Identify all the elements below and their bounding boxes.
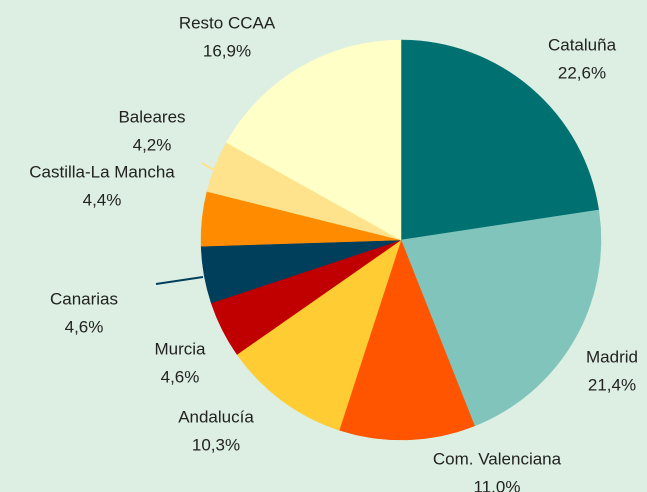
- slice-value: 4,2%: [133, 135, 172, 154]
- leader-line: [155, 276, 204, 285]
- pie-slice: [338, 239, 475, 441]
- pie-slice: [400, 209, 602, 427]
- pie-slice: [236, 239, 402, 431]
- slice-label: Murcia: [154, 339, 206, 358]
- slice-value: 10,3%: [192, 435, 240, 454]
- pie-slice: [400, 39, 600, 241]
- slice-label: Andalucía: [178, 407, 254, 426]
- slice-value: 4,6%: [161, 367, 200, 386]
- slice-label: Canarias: [50, 289, 118, 308]
- pie-slice: [226, 39, 402, 241]
- slice-label: Madrid: [586, 347, 638, 366]
- slice-label: Com. Valenciana: [433, 449, 562, 468]
- slice-value: 11,0%: [474, 477, 521, 492]
- slice-value: 21,4%: [588, 375, 636, 394]
- leader-line: [201, 162, 215, 171]
- slice-value: 16,9%: [203, 41, 251, 60]
- slice-label: Cataluña: [548, 35, 617, 54]
- slice-value: 4,4%: [83, 190, 122, 209]
- slice-value: 4,6%: [65, 317, 104, 336]
- slice-label: Castilla-La Mancha: [29, 162, 175, 181]
- slice-label: Resto CCAA: [179, 13, 276, 32]
- slice-label: Baleares: [118, 107, 185, 126]
- slice-value: 22,6%: [558, 63, 606, 82]
